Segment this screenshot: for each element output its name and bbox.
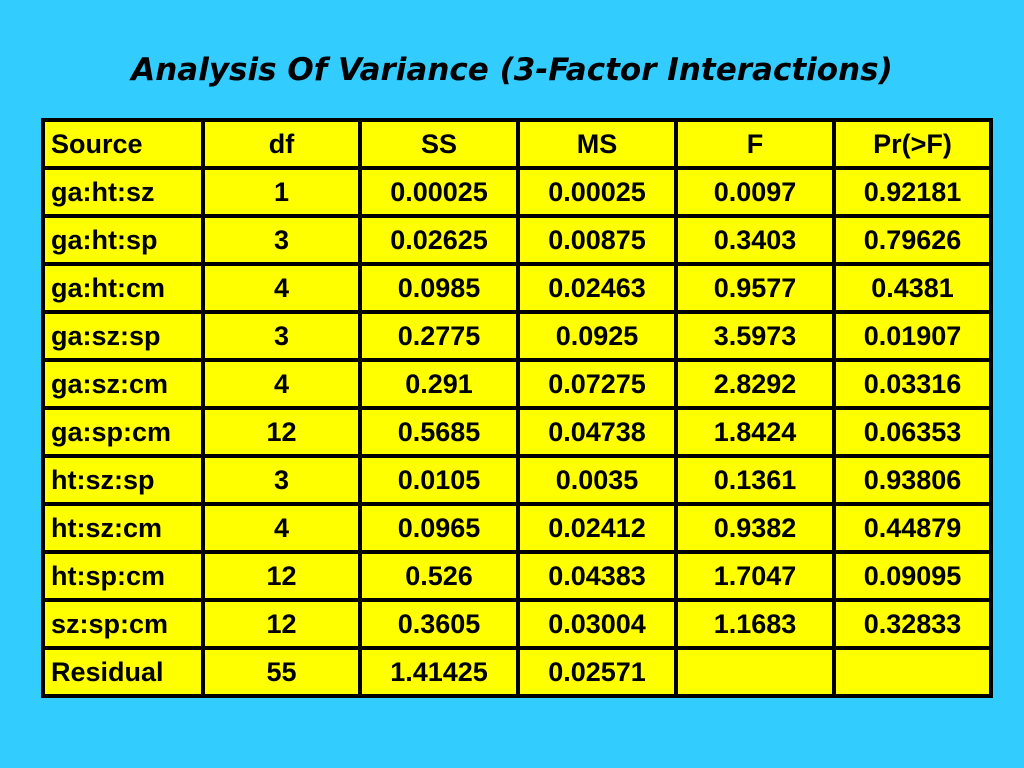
table-row: ht:sp:cm 12 0.526 0.04383 1.7047 0.09095	[41, 550, 993, 602]
df-cell: 12	[201, 598, 362, 650]
f-cell: 0.1361	[674, 454, 836, 506]
slide-title: Analysis Of Variance (3-Factor Interacti…	[131, 52, 893, 88]
table-row: ga:sz:cm 4 0.291 0.07275 2.8292 0.03316	[41, 358, 993, 410]
header-f: F	[674, 118, 836, 170]
ss-cell: 0.526	[358, 550, 520, 602]
f-cell: 0.0097	[674, 166, 836, 218]
table-row: sz:sp:cm 12 0.3605 0.03004 1.1683 0.3283…	[41, 598, 993, 650]
table-row: ga:ht:sp 3 0.02625 0.00875 0.3403 0.7962…	[41, 214, 993, 266]
source-cell: ht:sz:cm	[41, 502, 205, 554]
ss-cell: 0.3605	[358, 598, 520, 650]
source-cell: Residual	[41, 646, 205, 698]
table-row: ga:sp:cm 12 0.5685 0.04738 1.8424 0.0635…	[41, 406, 993, 458]
p-value-cell: 0.03316	[832, 358, 993, 410]
source-cell: ga:sp:cm	[41, 406, 205, 458]
p-value-cell: 0.93806	[832, 454, 993, 506]
ms-cell: 0.04738	[516, 406, 678, 458]
df-cell: 4	[201, 262, 362, 314]
ss-cell: 0.5685	[358, 406, 520, 458]
f-cell: 0.9382	[674, 502, 836, 554]
f-cell: 0.3403	[674, 214, 836, 266]
header-row: Source df SS MS F Pr(>F)	[41, 118, 993, 170]
source-cell: ht:sp:cm	[41, 550, 205, 602]
df-cell: 12	[201, 406, 362, 458]
source-cell: ga:ht:cm	[41, 262, 205, 314]
ms-cell: 0.02412	[516, 502, 678, 554]
header-source: Source	[41, 118, 205, 170]
source-cell: ga:ht:sp	[41, 214, 205, 266]
ms-cell: 0.07275	[516, 358, 678, 410]
ms-cell: 0.00025	[516, 166, 678, 218]
f-cell: 3.5973	[674, 310, 836, 362]
table-row-residual: Residual 55 1.41425 0.02571	[41, 646, 993, 698]
ms-cell: 0.00875	[516, 214, 678, 266]
f-cell: 0.9577	[674, 262, 836, 314]
header-ms: MS	[516, 118, 678, 170]
ss-cell: 0.2775	[358, 310, 520, 362]
ms-cell: 0.0925	[516, 310, 678, 362]
table-row: ga:ht:cm 4 0.0985 0.02463 0.9577 0.4381	[41, 262, 993, 314]
source-cell: ga:ht:sz	[41, 166, 205, 218]
ss-cell: 1.41425	[358, 646, 520, 698]
df-cell: 55	[201, 646, 362, 698]
f-cell: 1.1683	[674, 598, 836, 650]
f-cell: 1.7047	[674, 550, 836, 602]
p-value-cell: 0.01907	[832, 310, 993, 362]
df-cell: 1	[201, 166, 362, 218]
p-value-cell: 0.32833	[832, 598, 993, 650]
header-p-value: Pr(>F)	[832, 118, 993, 170]
f-cell: 1.8424	[674, 406, 836, 458]
df-cell: 4	[201, 358, 362, 410]
df-cell: 4	[201, 502, 362, 554]
ss-cell: 0.00025	[358, 166, 520, 218]
source-cell: ga:sz:sp	[41, 310, 205, 362]
table-row: ga:sz:sp 3 0.2775 0.0925 3.5973 0.01907	[41, 310, 993, 362]
p-value-cell: 0.44879	[832, 502, 993, 554]
p-value-cell: 0.92181	[832, 166, 993, 218]
ss-cell: 0.02625	[358, 214, 520, 266]
source-cell: ga:sz:cm	[41, 358, 205, 410]
df-cell: 3	[201, 214, 362, 266]
ss-cell: 0.0985	[358, 262, 520, 314]
p-value-cell: 0.79626	[832, 214, 993, 266]
df-cell: 12	[201, 550, 362, 602]
p-value-cell: 0.4381	[832, 262, 993, 314]
ss-cell: 0.0105	[358, 454, 520, 506]
source-cell: sz:sp:cm	[41, 598, 205, 650]
f-cell	[674, 646, 836, 698]
ms-cell: 0.04383	[516, 550, 678, 602]
table-row: ht:sz:sp 3 0.0105 0.0035 0.1361 0.93806	[41, 454, 993, 506]
header-df: df	[201, 118, 362, 170]
p-value-cell: 0.06353	[832, 406, 993, 458]
p-value-cell	[832, 646, 993, 698]
table-row: ga:ht:sz 1 0.00025 0.00025 0.0097 0.9218…	[41, 166, 993, 218]
f-cell: 2.8292	[674, 358, 836, 410]
df-cell: 3	[201, 310, 362, 362]
ms-cell: 0.0035	[516, 454, 678, 506]
ms-cell: 0.02463	[516, 262, 678, 314]
table-row: ht:sz:cm 4 0.0965 0.02412 0.9382 0.44879	[41, 502, 993, 554]
ss-cell: 0.291	[358, 358, 520, 410]
header-ss: SS	[358, 118, 520, 170]
ss-cell: 0.0965	[358, 502, 520, 554]
df-cell: 3	[201, 454, 362, 506]
p-value-cell: 0.09095	[832, 550, 993, 602]
ms-cell: 0.03004	[516, 598, 678, 650]
source-cell: ht:sz:sp	[41, 454, 205, 506]
ms-cell: 0.02571	[516, 646, 678, 698]
anova-table: Source df SS MS F Pr(>F) ga:ht:sz 1 0.00…	[41, 118, 993, 698]
